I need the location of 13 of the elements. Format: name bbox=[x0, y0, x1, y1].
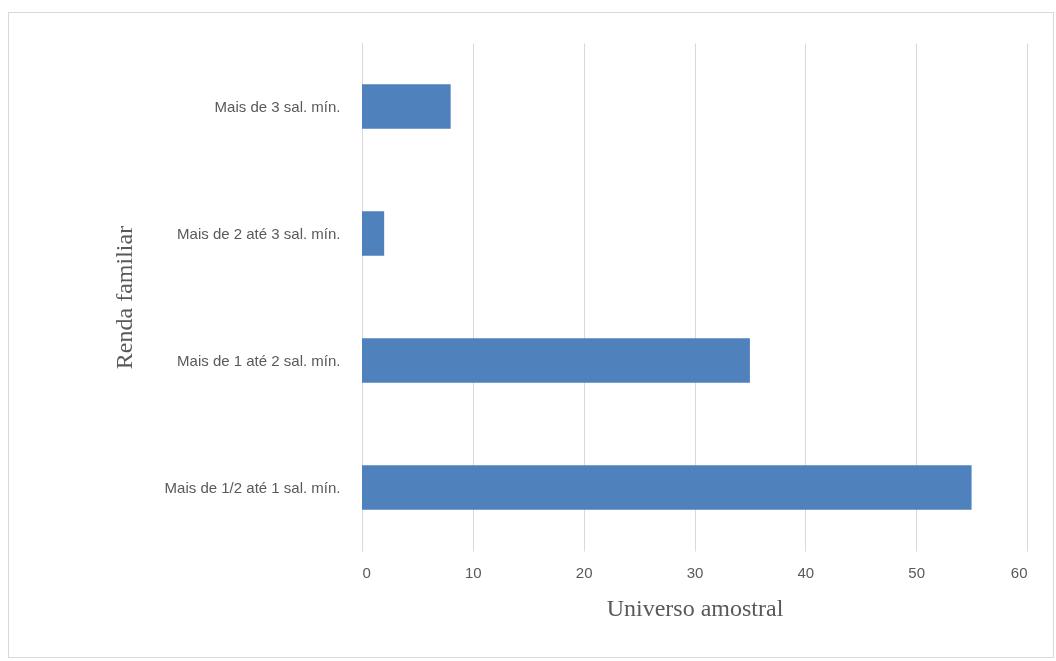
x-axis-title: Universo amostral bbox=[606, 594, 784, 621]
x-tick-label: 10 bbox=[464, 563, 482, 581]
y-tick-label: Mais de 3 sal. mín. bbox=[214, 97, 341, 115]
y-tick-label: Mais de 2 até 3 sal. mín. bbox=[177, 224, 341, 242]
y-tick-label: Mais de 1/2 até 1 sal. mín. bbox=[164, 478, 341, 496]
x-tick-label: 60 bbox=[1010, 563, 1028, 581]
x-tick-label: 30 bbox=[686, 563, 704, 581]
x-tick-label: 50 bbox=[908, 563, 926, 581]
y-tick-label: Mais de 1 até 2 sal. mín. bbox=[177, 351, 341, 369]
x-tick-label: 20 bbox=[575, 563, 593, 581]
x-tick-label: 40 bbox=[797, 563, 815, 581]
y-axis-title: Renda familiar bbox=[110, 225, 137, 370]
x-tick-label: 0 bbox=[362, 563, 371, 581]
